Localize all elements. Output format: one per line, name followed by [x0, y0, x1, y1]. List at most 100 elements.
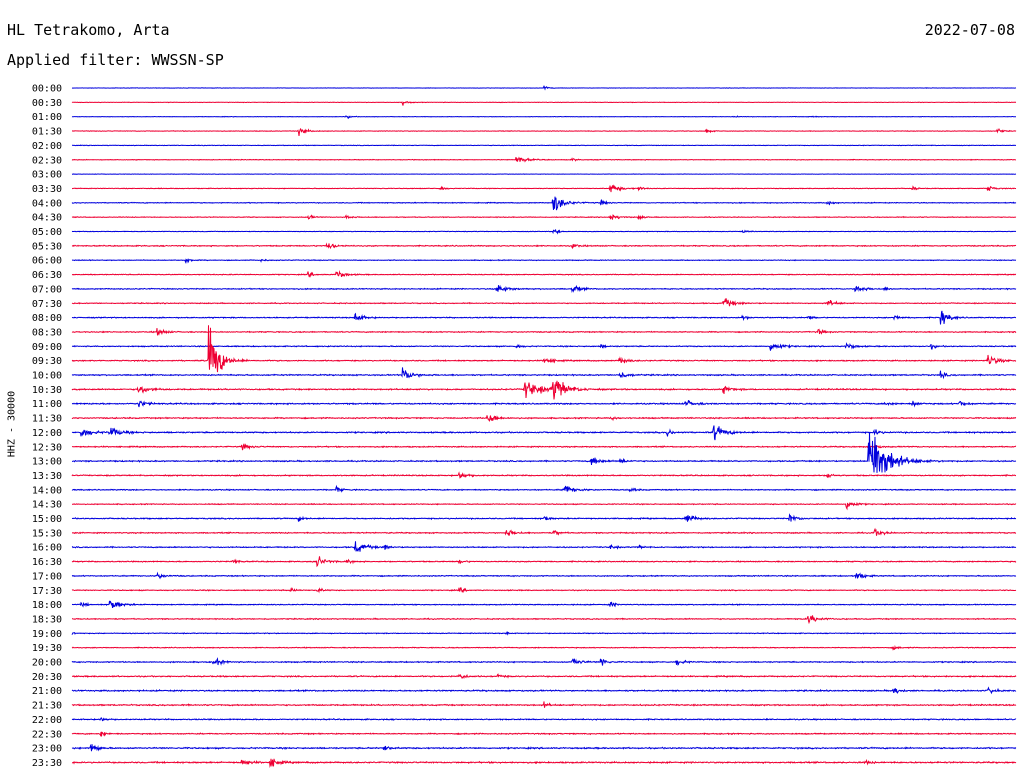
- trace-group: [71, 85, 1017, 768]
- tick-label: 12:00: [32, 428, 62, 439]
- tick-label: 05:30: [32, 241, 62, 252]
- tick-label: 12:30: [32, 442, 62, 453]
- trace-line: [71, 556, 1017, 568]
- tick-label: 17:00: [32, 571, 62, 582]
- tick-label: 00:00: [32, 84, 62, 95]
- trace-line: [71, 731, 1016, 737]
- tick-label: 14:30: [32, 500, 62, 511]
- station-title: HL Tetrakomo, Arta: [7, 21, 170, 39]
- tick-label: 08:30: [32, 327, 62, 338]
- trace-line: [71, 600, 1017, 609]
- trace-line: [71, 471, 1016, 479]
- trace-line: [71, 325, 1017, 373]
- trace-line: [72, 144, 1016, 147]
- tick-label: 01:00: [32, 112, 62, 123]
- trace-line: [71, 156, 1017, 163]
- tick-label: 15:30: [32, 528, 62, 539]
- trace-line: [71, 758, 1017, 768]
- tick-label: 21:00: [32, 686, 62, 697]
- trace-line: [71, 717, 1017, 722]
- trace-line: [72, 527, 1017, 536]
- trace-line: [71, 328, 1017, 336]
- trace-line: [71, 513, 1017, 522]
- trace-line: [71, 196, 1017, 211]
- filter-label: Applied filter: WWSSN-SP: [7, 51, 224, 69]
- tick-label: 09:00: [32, 342, 62, 353]
- tick-label: 06:30: [32, 270, 62, 281]
- trace-line: [71, 686, 1017, 695]
- tick-label: 01:30: [32, 127, 62, 138]
- tick-label: 17:30: [32, 586, 62, 597]
- tick-label: 13:00: [32, 457, 62, 468]
- trace-line: [71, 101, 1017, 106]
- trace-line: [71, 298, 1017, 307]
- tick-label: 22:00: [32, 715, 62, 726]
- tick-label: 02:30: [32, 155, 62, 166]
- tick-label: 14:00: [32, 485, 62, 496]
- tick-label: 23:30: [32, 758, 62, 769]
- tick-label: 11:30: [32, 414, 62, 425]
- trace-line: [71, 743, 1017, 752]
- tick-label: 16:30: [32, 557, 62, 568]
- tick-label: 20:30: [32, 672, 62, 683]
- trace-line: [71, 673, 1017, 680]
- trace-line: [71, 342, 1017, 351]
- tick-label: 08:00: [32, 313, 62, 324]
- tick-label: 10:30: [32, 385, 62, 396]
- trace-line: [71, 541, 1017, 552]
- trace-line: [71, 644, 1016, 651]
- tick-label: 03:30: [32, 184, 62, 195]
- trace-line: [71, 229, 1017, 235]
- tick-label: 03:00: [32, 170, 62, 181]
- tick-label: 18:30: [32, 614, 62, 625]
- tick-label: 23:00: [32, 744, 62, 755]
- tick-label: 20:00: [32, 658, 62, 669]
- trace-line: [71, 284, 1017, 294]
- trace-line: [71, 571, 1017, 580]
- tick-label: 19:30: [32, 643, 62, 654]
- tick-label: 06:00: [32, 256, 62, 267]
- trace-line: [71, 310, 1017, 325]
- trace-line: [71, 115, 1016, 119]
- trace-line: [71, 415, 1017, 422]
- tick-label: 19:00: [32, 629, 62, 640]
- trace-line: [71, 657, 1017, 666]
- tick-label: 07:00: [32, 284, 62, 295]
- trace-line: [71, 615, 1017, 625]
- trace-line: [71, 214, 1017, 221]
- trace-line: [72, 184, 1017, 193]
- trace-line: [72, 127, 1017, 136]
- trace-line: [71, 270, 1017, 278]
- trace-line: [71, 443, 1017, 451]
- tick-label: 15:00: [32, 514, 62, 525]
- trace-line: [71, 258, 1017, 264]
- tick-label: 05:00: [32, 227, 62, 238]
- tick-label: 11:00: [32, 399, 62, 410]
- trace-line: [72, 501, 1017, 511]
- trace-line: [71, 701, 1017, 708]
- trace-line: [71, 400, 1017, 408]
- trace-line: [72, 432, 1017, 473]
- tick-label: 21:30: [32, 701, 62, 712]
- tick-label: 04:00: [32, 198, 62, 209]
- tick-label: 07:30: [32, 299, 62, 310]
- trace-line: [71, 425, 1017, 441]
- tick-label: 13:30: [32, 471, 62, 482]
- trace-line: [71, 367, 1017, 380]
- tick-label: 02:00: [32, 141, 62, 152]
- tick-label: 18:00: [32, 600, 62, 611]
- tick-label: 10:00: [32, 371, 62, 382]
- trace-line: [71, 587, 1017, 594]
- trace-line: [71, 484, 1017, 493]
- tick-label: 04:30: [32, 213, 62, 224]
- trace-line: [71, 630, 1017, 636]
- trace-line: [71, 380, 1017, 400]
- trace-line: [71, 242, 1017, 250]
- tick-label: 16:00: [32, 543, 62, 554]
- tick-label: 00:30: [32, 98, 62, 109]
- tick-label-group: 00:00 00:30 01:00 01:30 02:00 02:30 03:00 03:30…: [32, 84, 62, 769]
- tick-label: 09:30: [32, 356, 62, 367]
- date-label: 2022-07-08: [924, 21, 1015, 39]
- tick-label: 22:30: [32, 729, 62, 740]
